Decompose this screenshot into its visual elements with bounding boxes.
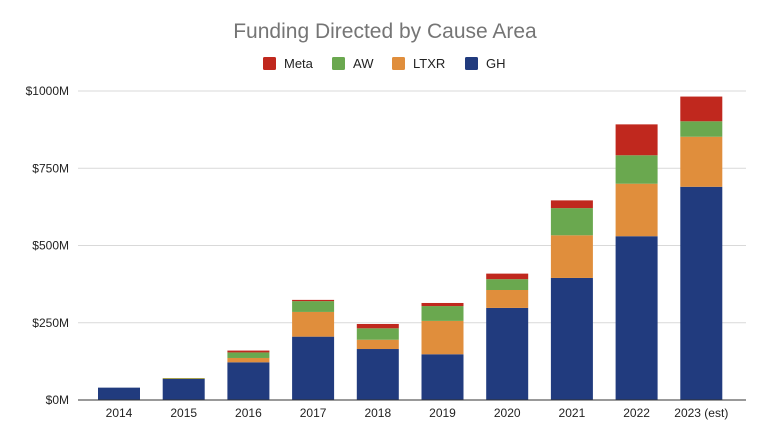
bar-segment-gh: [162, 378, 205, 400]
legend-label: AW: [353, 56, 374, 71]
bar-segment-meta: [421, 302, 464, 307]
bar-segment-aw: [486, 279, 529, 290]
legend-item-aw: AW: [332, 56, 374, 71]
x-tick-label: 2014: [106, 406, 133, 420]
bar-segment-meta: [615, 124, 658, 156]
x-tick-label: 2021: [559, 406, 586, 420]
bar-segment-gh: [550, 277, 593, 400]
bar-segment-meta: [292, 299, 335, 302]
bar-segment-meta: [227, 350, 270, 353]
bar-segment-aw: [550, 208, 593, 236]
bar-stack: [680, 96, 723, 400]
legend-swatch: [332, 57, 345, 70]
legend-item-meta: Meta: [263, 56, 314, 71]
bar-segment-gh: [486, 307, 529, 400]
bar-stack: [615, 124, 658, 400]
bar-segment-aw: [615, 155, 658, 184]
bar-stack: [421, 302, 464, 400]
bar-segment-meta: [356, 323, 399, 329]
bar-stack: [162, 378, 205, 400]
bar-segment-meta: [680, 96, 723, 122]
x-tick-label: 2017: [300, 406, 327, 420]
bar-segment-aw: [162, 378, 205, 379]
bar-segment-gh: [421, 354, 464, 400]
bar-stack: [550, 200, 593, 400]
bar-stack: [356, 323, 399, 400]
bar-segment-ltxr: [550, 235, 593, 278]
x-tick-label: 2015: [170, 406, 197, 420]
legend-swatch: [392, 57, 405, 70]
bar-segment-gh: [227, 362, 270, 400]
bar-segment-ltxr: [615, 183, 658, 237]
chart-title: Funding Directed by Cause Area: [233, 20, 537, 43]
y-axis-tick-labels: $0M $250M $500M $750M $1000M: [26, 84, 69, 407]
x-tick-label: 2022: [623, 406, 650, 420]
bar-stack: [486, 273, 529, 400]
bar-segment-ltxr: [486, 289, 529, 308]
bar-segment-aw: [680, 121, 723, 137]
legend-swatch: [263, 57, 276, 70]
bar-segment-meta: [486, 273, 529, 280]
bar-segment-aw: [227, 352, 270, 358]
y-tick-label: $750M: [32, 161, 69, 175]
bar-segment-ltxr: [421, 320, 464, 355]
legend-item-gh: GH: [465, 56, 506, 71]
bar-segment-ltxr: [227, 357, 270, 363]
bar-segment-gh: [98, 387, 140, 400]
x-tick-label: 2019: [429, 406, 456, 420]
bar-segment-ltxr: [162, 378, 205, 379]
legend: Meta AW LTXR GH: [263, 56, 506, 71]
x-tick-label: 2023 (est): [674, 406, 728, 420]
x-tick-label: 2016: [235, 406, 262, 420]
bar-stack: [292, 299, 335, 400]
bar-stack: [98, 387, 140, 400]
bar-segment-ltxr: [680, 136, 723, 187]
legend-swatch: [465, 57, 478, 70]
bar-segment-gh: [292, 336, 335, 400]
bar-segment-ltxr: [356, 339, 399, 350]
x-axis-tick-labels: 2014 2015 2016 2017 2018 2019 2020 2021 2022 2023…: [106, 406, 729, 420]
y-tick-label: $0M: [46, 393, 69, 407]
legend-label: Meta: [284, 56, 314, 71]
y-tick-label: $500M: [32, 239, 69, 253]
bar-segment-gh: [356, 349, 399, 400]
legend-label: GH: [486, 56, 506, 71]
bar-segment-aw: [421, 306, 464, 321]
y-tick-label: $1000M: [26, 84, 69, 98]
bar-segment-meta: [550, 200, 593, 209]
legend-item-ltxr: LTXR: [392, 56, 445, 71]
bar-segment-aw: [356, 328, 399, 340]
legend-label: LTXR: [413, 56, 445, 71]
bar-stacks: [98, 96, 723, 400]
bar-stack: [227, 350, 270, 400]
bar-segment-ltxr: [292, 311, 335, 337]
x-tick-label: 2018: [364, 406, 391, 420]
bar-segment-aw: [292, 301, 335, 312]
bar-segment-gh: [615, 236, 658, 400]
x-tick-label: 2020: [494, 406, 521, 420]
y-tick-label: $250M: [32, 316, 69, 330]
bar-segment-gh: [680, 186, 723, 400]
